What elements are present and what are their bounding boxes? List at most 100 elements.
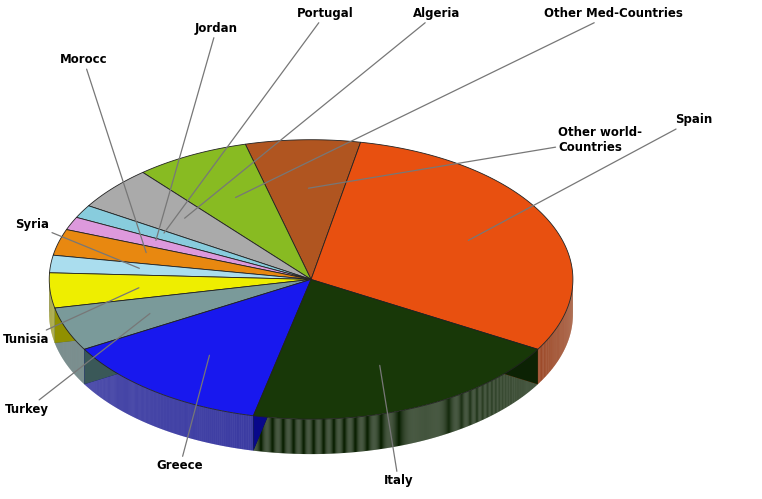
Polygon shape — [450, 398, 451, 433]
Polygon shape — [294, 419, 295, 454]
Polygon shape — [85, 279, 311, 384]
Text: Turkey: Turkey — [5, 313, 150, 416]
Polygon shape — [311, 279, 538, 384]
Polygon shape — [408, 409, 409, 444]
Polygon shape — [334, 419, 335, 454]
Polygon shape — [492, 380, 493, 415]
Polygon shape — [291, 419, 292, 454]
Polygon shape — [415, 407, 417, 443]
Polygon shape — [342, 418, 343, 453]
Polygon shape — [254, 279, 311, 451]
Polygon shape — [335, 419, 336, 454]
Text: Morocc: Morocc — [59, 53, 146, 252]
Polygon shape — [539, 347, 540, 383]
Polygon shape — [366, 416, 367, 451]
Polygon shape — [400, 411, 401, 446]
Polygon shape — [265, 417, 267, 452]
Polygon shape — [261, 417, 262, 452]
Text: Other Med-Countries: Other Med-Countries — [235, 7, 683, 198]
Polygon shape — [476, 388, 477, 423]
Polygon shape — [273, 418, 274, 453]
Polygon shape — [473, 389, 475, 424]
Polygon shape — [277, 418, 279, 453]
Polygon shape — [482, 385, 483, 420]
Text: Portugal: Portugal — [164, 7, 354, 233]
Polygon shape — [292, 419, 293, 454]
Polygon shape — [272, 418, 273, 453]
Polygon shape — [453, 396, 455, 432]
Polygon shape — [484, 384, 485, 419]
Polygon shape — [50, 273, 311, 308]
Polygon shape — [293, 419, 294, 454]
Polygon shape — [434, 402, 436, 438]
Polygon shape — [369, 416, 370, 451]
Polygon shape — [343, 418, 344, 453]
Polygon shape — [348, 418, 350, 453]
Polygon shape — [397, 411, 398, 447]
Polygon shape — [66, 218, 311, 279]
Polygon shape — [373, 415, 375, 450]
Polygon shape — [401, 411, 402, 446]
Polygon shape — [55, 279, 311, 343]
Polygon shape — [402, 410, 403, 446]
Polygon shape — [350, 418, 351, 453]
Polygon shape — [360, 417, 361, 452]
Polygon shape — [480, 386, 482, 421]
Polygon shape — [448, 398, 449, 434]
Polygon shape — [301, 419, 302, 454]
Polygon shape — [405, 410, 406, 445]
Polygon shape — [391, 412, 392, 448]
Polygon shape — [324, 419, 325, 454]
Polygon shape — [446, 399, 447, 434]
Polygon shape — [271, 418, 272, 453]
Polygon shape — [355, 417, 356, 452]
Polygon shape — [459, 394, 460, 430]
Polygon shape — [323, 419, 324, 454]
Text: Tunisia: Tunisia — [3, 288, 139, 346]
Polygon shape — [328, 419, 330, 454]
Polygon shape — [442, 400, 443, 435]
Polygon shape — [445, 399, 446, 434]
Polygon shape — [346, 418, 347, 453]
Polygon shape — [423, 406, 424, 441]
Polygon shape — [461, 394, 462, 429]
Polygon shape — [302, 419, 303, 454]
Polygon shape — [436, 402, 437, 437]
Polygon shape — [311, 279, 538, 384]
Polygon shape — [283, 418, 284, 454]
Polygon shape — [489, 381, 491, 417]
Polygon shape — [418, 407, 420, 442]
Polygon shape — [306, 419, 307, 454]
Polygon shape — [274, 418, 275, 453]
Polygon shape — [455, 396, 456, 431]
Polygon shape — [55, 279, 311, 343]
Polygon shape — [254, 279, 311, 451]
Polygon shape — [269, 417, 270, 452]
Polygon shape — [471, 390, 472, 425]
Polygon shape — [314, 419, 315, 454]
Polygon shape — [142, 144, 311, 279]
Polygon shape — [344, 418, 345, 453]
Polygon shape — [76, 206, 311, 279]
Polygon shape — [330, 419, 331, 454]
Polygon shape — [299, 419, 301, 454]
Polygon shape — [487, 382, 488, 418]
Polygon shape — [333, 419, 334, 454]
Polygon shape — [440, 401, 441, 436]
Polygon shape — [475, 388, 476, 423]
Polygon shape — [297, 419, 299, 454]
Text: Italy: Italy — [379, 365, 413, 487]
Polygon shape — [295, 419, 296, 454]
Polygon shape — [447, 399, 448, 434]
Text: Greece: Greece — [157, 355, 210, 472]
Polygon shape — [88, 173, 311, 279]
Polygon shape — [285, 419, 287, 454]
Polygon shape — [311, 419, 312, 454]
Polygon shape — [428, 404, 430, 439]
Polygon shape — [427, 404, 428, 440]
Polygon shape — [296, 419, 297, 454]
Polygon shape — [262, 417, 263, 452]
Polygon shape — [406, 409, 408, 445]
Polygon shape — [55, 279, 311, 349]
Polygon shape — [375, 415, 376, 450]
